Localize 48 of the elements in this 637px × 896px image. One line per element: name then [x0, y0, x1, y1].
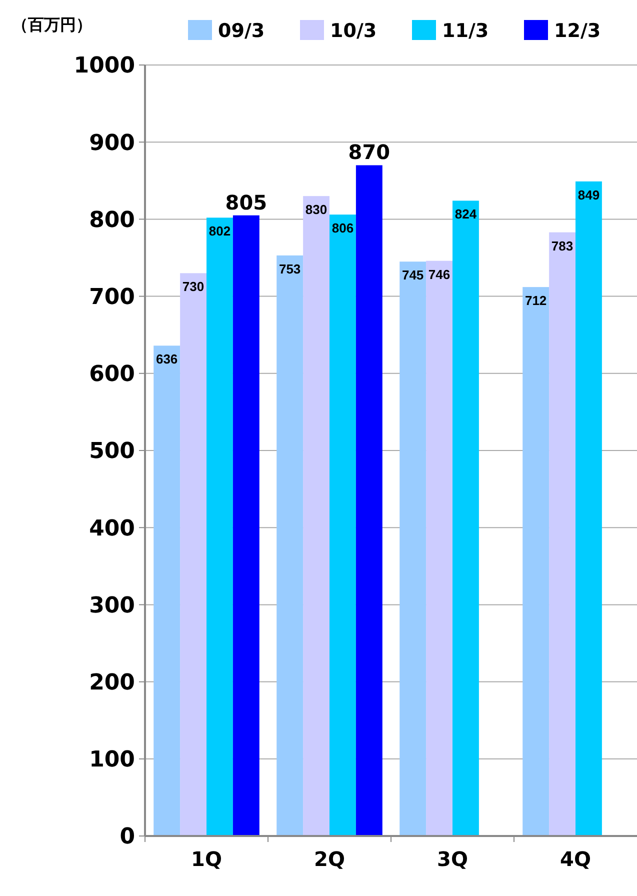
x-tick-label: 1Q	[191, 847, 222, 871]
y-tick-label: 300	[89, 593, 135, 618]
data-label: 849	[578, 187, 600, 202]
y-tick-label: 400	[89, 516, 135, 542]
data-label: 824	[454, 206, 478, 222]
legend-label: 11/3	[442, 20, 489, 42]
bar	[303, 196, 330, 836]
bar	[549, 232, 576, 836]
bar	[426, 260, 452, 836]
y-tick-label: 0	[120, 824, 135, 850]
bar	[576, 181, 602, 836]
bar	[180, 273, 206, 836]
y-tick-label: 700	[89, 285, 135, 310]
x-tick-label: 2Q	[314, 847, 345, 871]
y-axis-title: （百万円）	[12, 15, 92, 34]
y-tick-label: 1000	[74, 54, 135, 79]
data-label: 806	[332, 220, 354, 236]
data-label: 783	[551, 238, 574, 254]
data-label: 746	[428, 266, 450, 282]
bar	[154, 346, 180, 836]
bar	[522, 287, 550, 836]
bar	[206, 218, 233, 836]
y-tick-label: 800	[89, 208, 135, 233]
y-tick-label: 900	[89, 130, 135, 156]
y-tick-label: 500	[89, 439, 135, 464]
y-tick-label: 600	[89, 362, 135, 388]
data-label: 870	[348, 140, 390, 164]
data-label: 753	[278, 261, 301, 276]
data-label: 745	[402, 268, 424, 283]
data-label: 805	[225, 190, 268, 214]
bar	[400, 262, 426, 836]
data-label: 712	[524, 293, 547, 308]
bar	[232, 215, 260, 836]
legend-label: 12/3	[554, 20, 601, 42]
data-label: 802	[208, 224, 231, 239]
bar	[330, 214, 356, 836]
bar	[452, 200, 479, 836]
x-tick-label: 4Q	[560, 847, 591, 871]
data-label: 730	[182, 279, 204, 294]
bar	[276, 255, 304, 836]
data-label: 830	[305, 202, 328, 218]
data-label: 636	[156, 352, 178, 367]
bar	[356, 165, 382, 836]
legend-label: 10/3	[330, 20, 377, 42]
legend-label: 09/3	[218, 20, 265, 42]
y-tick-label: 100	[89, 748, 135, 773]
y-tick-label: 200	[89, 670, 135, 696]
x-tick-label: 3Q	[437, 847, 468, 871]
